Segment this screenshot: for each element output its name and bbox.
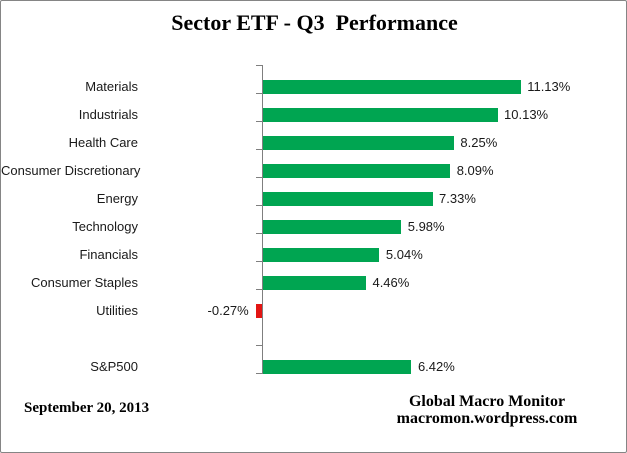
chart-title: Sector ETF - Q3 Performance (171, 10, 458, 35)
bar-positive (262, 360, 412, 374)
bar-negative (256, 304, 263, 318)
axis-tick (256, 345, 263, 346)
value-label: 4.46% (372, 275, 410, 290)
value-label: -0.27% (207, 303, 249, 318)
category-label: Financials (79, 247, 138, 262)
axis-tick (256, 289, 263, 290)
plot-area: Materials 11.13% Industrials 10.13% Health C… (1, 65, 626, 374)
bar-positive (262, 248, 380, 262)
footer-source-name: Global Macro Monitor (408, 393, 566, 410)
value-label: 8.09% (456, 163, 494, 178)
footer-source: Global Macro Monitor macromon.wordpress.… (367, 393, 607, 427)
footer-source-url: macromon.wordpress.com (396, 410, 578, 427)
axis-tick (256, 65, 263, 66)
value-label: 11.13% (527, 79, 571, 94)
category-label: Health Care (68, 135, 138, 150)
value-label: 7.33% (439, 191, 476, 206)
category-label: Energy (96, 191, 138, 206)
bar-positive (262, 80, 521, 94)
category-label: Utilities (96, 303, 138, 318)
bar-positive (262, 276, 366, 290)
axis-tick (256, 121, 263, 122)
bar-positive (262, 192, 433, 206)
value-label: 5.04% (385, 247, 423, 262)
category-label: Materials (85, 79, 138, 94)
axis-tick (256, 261, 263, 262)
axis-tick (256, 205, 263, 206)
value-label: 8.25% (460, 135, 498, 150)
axis-tick (256, 373, 263, 374)
category-label: Consumer Staples (31, 275, 138, 290)
footer-date: September 20, 2013 (24, 400, 150, 416)
bar-positive (262, 164, 451, 178)
axis-tick (256, 233, 263, 234)
axis-tick (256, 149, 263, 150)
value-label: 10.13% (504, 107, 549, 122)
value-label: 6.42% (417, 359, 455, 374)
category-label: S&P500 (90, 359, 138, 374)
category-label: Technology (72, 219, 138, 234)
bar-positive (262, 136, 454, 150)
bar-positive (262, 108, 498, 122)
category-label: Industrials (78, 107, 138, 122)
category-label: Consumer Discretionary (1, 163, 141, 178)
axis-tick (256, 177, 263, 178)
category-axis-line (262, 65, 263, 374)
value-label: 5.98% (407, 219, 445, 234)
bar-positive (262, 220, 402, 234)
axis-tick (256, 93, 263, 94)
